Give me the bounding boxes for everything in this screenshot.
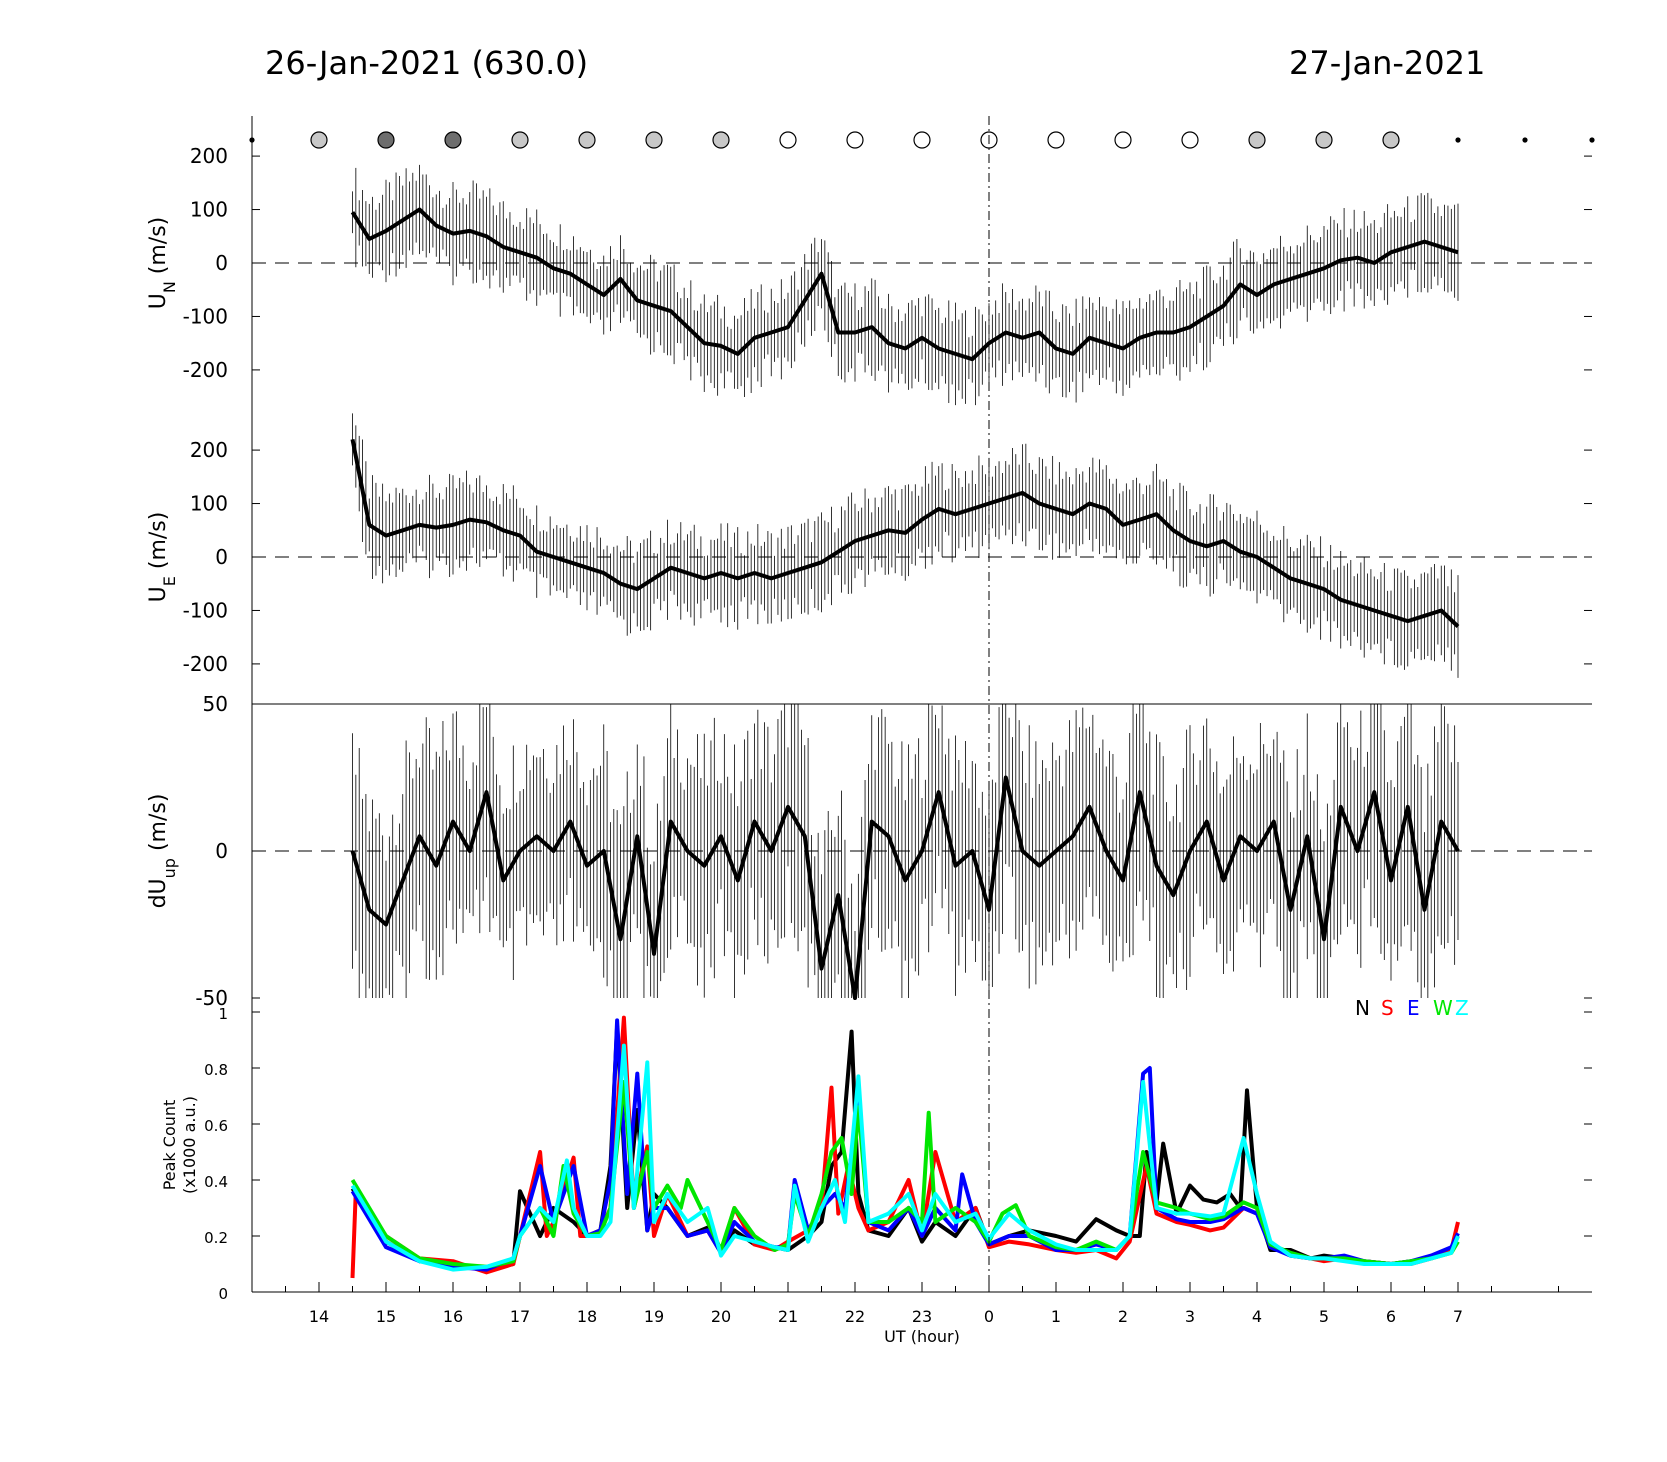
panel1-y-label: UN (m/s) — [146, 217, 179, 310]
panel4-xtick-label: 14 — [309, 1307, 329, 1326]
panel4-series-line-E — [350, 1018, 1460, 1272]
panel4-series-line-N — [350, 1024, 1460, 1272]
panel4-y-label-line2: (x1000 a.u.) — [180, 1096, 199, 1194]
panel2-ytick-label: -100 — [183, 598, 228, 622]
right-date-title: 27-Jan-2021 — [1289, 44, 1486, 82]
panel4-ytick-label: 0 — [218, 1285, 228, 1303]
panel4-xtick-label: 4 — [1252, 1307, 1262, 1326]
panel4-ytick-label: 0.2 — [204, 1229, 228, 1247]
sky-marker-gray — [310, 131, 328, 149]
panel4-legend-E: E — [1407, 996, 1420, 1020]
panel4-xtick-label: 23 — [912, 1307, 932, 1326]
panel2-ytick-label: 0 — [215, 545, 228, 569]
sky-marker-gray — [1382, 131, 1400, 149]
panel4-xtick-label: 20 — [711, 1307, 731, 1326]
panel2-series-line — [350, 439, 1460, 628]
panel3-series-line — [350, 775, 1460, 1000]
panel4-legend-W: W — [1433, 996, 1453, 1020]
panel2-ytick-label: -200 — [183, 652, 228, 676]
panel4-xtick-label: 19 — [644, 1307, 664, 1326]
sky-marker-clear — [1181, 131, 1199, 149]
panel1-y-label-unit: (m/s) — [146, 217, 171, 281]
sky-marker-gray — [511, 131, 529, 149]
panel3-y-label-main: dU — [146, 878, 171, 908]
panel4-xtick-label: 5 — [1319, 1307, 1329, 1326]
panel3-ytick-label: 50 — [203, 692, 228, 716]
panel1-ytick-label: 0 — [215, 251, 228, 275]
panel1-y-label-sub: N — [160, 281, 179, 293]
panel2-y-label-sub: E — [160, 576, 179, 586]
panel2-y-label-main: U — [146, 586, 171, 602]
sky-marker-gray — [578, 131, 596, 149]
sky-marker-gray — [1315, 131, 1333, 149]
panel4-xtick-label: 2 — [1118, 1307, 1128, 1326]
panel4-xtick-label: 7 — [1453, 1307, 1463, 1326]
panel4-xtick-label: 6 — [1386, 1307, 1396, 1326]
sky-marker-dot — [1589, 137, 1595, 143]
panel3-y-label: dUup (m/s) — [146, 794, 179, 909]
panel3-y-label-sub: up — [160, 858, 179, 878]
panel2-y-label: UE (m/s) — [146, 512, 179, 603]
sky-marker-dark — [444, 131, 462, 149]
panel1-ytick-label: 200 — [190, 144, 228, 168]
panel3-ytick-label: -50 — [195, 986, 228, 1010]
panel4-xtick-label: 15 — [376, 1307, 396, 1326]
panel4-xtick-label: 16 — [443, 1307, 463, 1326]
panel2-y-label-unit: (m/s) — [146, 512, 171, 576]
panel4-xtick-label: 3 — [1185, 1307, 1195, 1326]
panel1-series-line — [350, 207, 1459, 362]
panel3-ytick-label: 0 — [215, 839, 228, 863]
sky-marker-clear — [913, 131, 931, 149]
panel4-legend-N: N — [1355, 996, 1370, 1020]
sky-marker-gray — [645, 131, 663, 149]
panel1-y-label-main: U — [146, 293, 171, 309]
panel4-xtick-label: 1 — [1051, 1307, 1061, 1326]
panel4-xtick-label: 18 — [577, 1307, 597, 1326]
panel4-xtick-label: 22 — [845, 1307, 865, 1326]
sky-marker-gray — [1248, 131, 1266, 149]
sky-marker-dot — [1455, 137, 1461, 143]
panel4-legend-Z: Z — [1455, 996, 1469, 1020]
panel2-ytick-label: 100 — [190, 492, 228, 516]
sky-marker-clear — [1047, 131, 1065, 149]
panel4-xtick-label: 0 — [984, 1307, 994, 1326]
sky-marker-clear — [779, 131, 797, 149]
x-axis-label: UT (hour) — [884, 1327, 960, 1346]
panel4-ytick-label: 1 — [218, 1005, 228, 1023]
panel4-legend-S: S — [1381, 996, 1394, 1020]
panel2-ytick-label: 200 — [190, 438, 228, 462]
left-date-title: 26-Jan-2021 (630.0) — [265, 44, 589, 82]
panel1-ytick-label: 100 — [190, 198, 228, 222]
panel4-ytick-label: 0.6 — [204, 1117, 228, 1135]
panel4-ytick-label: 0.4 — [204, 1173, 228, 1191]
panel4-xtick-label: 17 — [510, 1307, 530, 1326]
sky-marker-clear — [1114, 131, 1132, 149]
panel1-ytick-label: -200 — [183, 358, 228, 382]
panel4-y-label: Peak Count(x1000 a.u.) — [160, 1096, 199, 1194]
panel4-xtick-label: 21 — [778, 1307, 798, 1326]
sky-marker-clear — [846, 131, 864, 149]
panel1-ytick-label: -100 — [183, 304, 228, 328]
panel4-ytick-label: 0.8 — [204, 1061, 228, 1079]
panel3-y-label-unit: (m/s) — [146, 794, 171, 858]
panel4-series-line-Z — [350, 1043, 1460, 1272]
sky-marker-dark — [377, 131, 395, 149]
sky-marker-dot — [1522, 137, 1528, 143]
sky-marker-gray — [712, 131, 730, 149]
